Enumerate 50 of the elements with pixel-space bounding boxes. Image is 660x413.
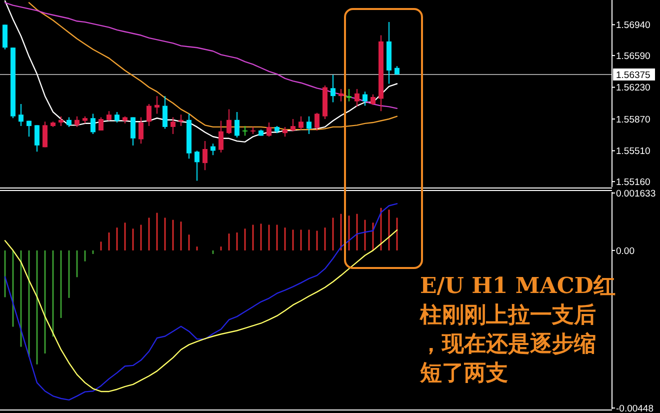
candlestick <box>106 110 112 122</box>
candlestick <box>314 112 320 131</box>
candlestick <box>354 88 360 108</box>
candlestick <box>194 150 200 182</box>
candlestick <box>130 116 136 146</box>
candlestick <box>34 124 40 152</box>
y-tick-label: 1.55870 <box>616 114 650 126</box>
y-tick-label: -0.00448 <box>616 403 654 413</box>
candlestick <box>74 116 80 128</box>
candlestick <box>154 96 160 114</box>
candlestick <box>66 116 72 128</box>
candlestick <box>42 121 48 148</box>
y-tick-label: 1.55510 <box>616 146 650 158</box>
candlestick <box>98 116 104 131</box>
candlestick <box>346 88 352 102</box>
candlestick <box>162 96 168 130</box>
candlestick <box>58 116 64 127</box>
candlestick <box>330 74 336 103</box>
y-tick-label: 1.56940 <box>616 20 650 32</box>
line-series <box>4 229 398 392</box>
candlestick <box>170 116 176 134</box>
y-tick-label: 1.56590 <box>616 50 650 62</box>
candlestick <box>146 104 152 127</box>
ref-line-label: 1.56375 <box>616 70 650 81</box>
candlestick <box>210 143 216 156</box>
candlestick <box>362 91 368 106</box>
candlestick <box>298 116 304 130</box>
candlestick <box>282 126 288 138</box>
line-series <box>4 2 398 110</box>
candlestick <box>266 122 272 138</box>
candlestick <box>138 116 144 144</box>
candlestick <box>218 120 224 153</box>
candlestick <box>234 111 240 138</box>
candlestick <box>202 140 208 171</box>
candlestick <box>2 24 8 50</box>
candlestick <box>90 113 96 134</box>
candlestick <box>226 108 232 134</box>
candlestick <box>290 118 296 132</box>
y-tick-label: 0.001633 <box>616 188 656 200</box>
candlestick <box>306 116 312 134</box>
candlestick <box>18 104 24 127</box>
y-tick-label: 1.55160 <box>616 176 650 188</box>
y-tick-label: 0.00 <box>616 246 634 257</box>
candlestick <box>26 120 32 138</box>
candlestick <box>370 94 376 106</box>
y-tick-label: 1.56230 <box>616 82 650 94</box>
candlestick <box>338 88 344 102</box>
candlestick <box>242 126 248 136</box>
line-series <box>4 203 398 401</box>
candlestick <box>114 111 120 124</box>
